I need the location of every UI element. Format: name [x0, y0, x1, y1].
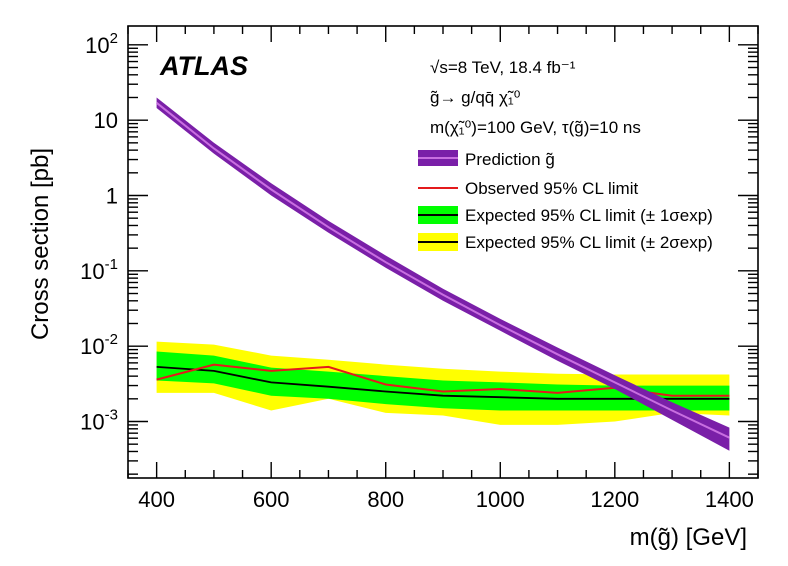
prediction-central-line — [155, 102, 730, 439]
annotation-masses: m(χ̃₁⁰)=100 GeV, τ(g̃)=10 ns — [430, 118, 641, 137]
bands-layer — [156, 341, 730, 425]
y-tick-label: 10 — [94, 108, 118, 133]
y-tick-label: 10-3 — [80, 407, 118, 435]
lines-layer — [155, 97, 730, 451]
ticks-layer — [127, 26, 759, 478]
x-axis-title: m(g̃) [GeV] — [630, 524, 747, 551]
x-tick-label: 1400 — [705, 487, 754, 512]
experiment-label: ATLAS — [159, 51, 248, 81]
expected-1sigma-band — [156, 351, 730, 411]
plot-frame — [127, 25, 759, 479]
y-tick-label: 1 — [106, 184, 118, 209]
legend: Prediction g̃ Observed 95% CL limit Expe… — [418, 150, 713, 252]
y-tick-label: 10-1 — [80, 256, 118, 284]
x-tick-label: 800 — [367, 487, 404, 512]
prediction-band — [156, 97, 730, 451]
y-axis-title: Cross section [pb] — [27, 148, 54, 340]
legend-label-expected1: Expected 95% CL limit (± 1σexp) — [465, 206, 713, 225]
x-tick-label: 1200 — [590, 487, 639, 512]
annotation-decay: g̃→ g/qq̄ χ̃₁⁰ — [430, 88, 521, 107]
legend-label-prediction: Prediction g̃ — [465, 150, 555, 169]
annotation-energy: √s=8 TeV, 18.4 fb⁻¹ — [430, 58, 576, 77]
x-tick-label: 600 — [253, 487, 290, 512]
x-tick-label: 1000 — [476, 487, 525, 512]
y-tick-label: 102 — [85, 30, 118, 58]
labels-layer: 400 600 800 1000 1200 1400 102 10 1 10-1 10-2 10-3 — [80, 30, 754, 512]
y-tick-label: 10-2 — [80, 331, 118, 359]
legend-label-expected2: Expected 95% CL limit (± 2σexp) — [465, 233, 713, 252]
legend-label-observed: Observed 95% CL limit — [465, 179, 638, 198]
x-tick-label: 400 — [138, 487, 175, 512]
